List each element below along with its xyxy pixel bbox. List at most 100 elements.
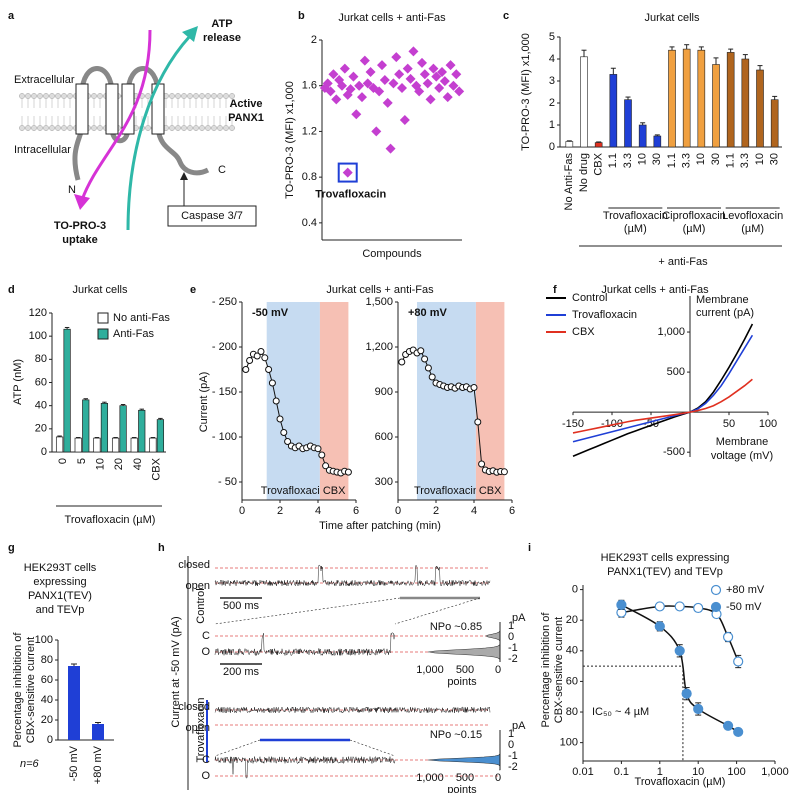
lipid-head xyxy=(193,93,199,99)
y-axis-label: Percentage inhibition of xyxy=(12,632,24,748)
y-tick-label: 1,000 xyxy=(657,326,685,338)
lipid-head xyxy=(187,125,193,131)
lipid-head xyxy=(199,93,205,99)
group-label: (µM) xyxy=(683,223,706,235)
chart-title: Jurkat cells + anti-Fas xyxy=(601,284,709,296)
count-tick: 500 xyxy=(456,772,474,784)
bar xyxy=(82,399,90,453)
membrane-diagram xyxy=(19,26,257,231)
group-label: Trovafloxacin xyxy=(603,210,668,222)
x-tick-label: 3.3 xyxy=(622,153,634,168)
lipid-head xyxy=(91,125,97,131)
y-tick-label: 0 xyxy=(549,141,555,153)
x-tick-label: 0.1 xyxy=(614,766,629,778)
scatter-point xyxy=(439,76,450,87)
lipid-head xyxy=(193,125,199,131)
x-tick-label: 0 xyxy=(57,458,69,464)
bar xyxy=(653,135,662,148)
transmembrane-helix xyxy=(75,83,89,135)
data-point xyxy=(674,645,685,656)
bar xyxy=(682,48,691,148)
level-label: C xyxy=(202,630,210,642)
legend-marker xyxy=(710,601,722,613)
y-tick-label: 100 xyxy=(35,634,53,646)
lipid-head xyxy=(187,93,193,99)
lipid-head xyxy=(31,93,37,99)
data-point xyxy=(284,438,292,445)
count-tick: 0 xyxy=(495,664,501,676)
lipid-head xyxy=(175,125,181,131)
y-tick-label: 100 xyxy=(29,330,47,342)
highlight-point xyxy=(342,167,353,178)
data-point xyxy=(253,352,261,360)
lipid-head xyxy=(19,125,25,131)
legend-swatch xyxy=(97,328,109,340)
data-point xyxy=(722,631,734,643)
bar xyxy=(697,49,706,148)
lipid-head xyxy=(25,93,31,99)
chart-title: Jurkat cells + anti-Fas xyxy=(338,12,446,24)
x-tick-label: 1.1 xyxy=(725,153,737,168)
data-point xyxy=(268,379,276,387)
data-point xyxy=(722,720,734,731)
x-tick-label: 6 xyxy=(353,505,359,517)
x-tick-label: 0 xyxy=(239,505,245,517)
x-tick-label: 3.3 xyxy=(681,153,693,168)
x-tick-label: 0 xyxy=(395,505,401,517)
panel-letter: a xyxy=(8,10,15,22)
caspase-box xyxy=(167,205,257,227)
condition-label: Trovafloxacin xyxy=(195,697,207,762)
scatter-point xyxy=(414,86,425,97)
scatter-point xyxy=(394,69,405,80)
diagram-label: TO-PRO-3 xyxy=(54,220,106,232)
y-tick-label: 3 xyxy=(549,75,555,87)
lipid-head xyxy=(169,93,175,99)
legend-label: Trovafloxacin xyxy=(572,309,637,321)
lipid-head xyxy=(37,93,43,99)
y-tick-label: 0 xyxy=(47,734,53,746)
count-label: points xyxy=(447,784,477,793)
x-tick-label: 30 xyxy=(651,153,663,165)
scatter-point xyxy=(328,69,339,80)
lipid-head xyxy=(205,93,211,99)
chart-title: and TEVp xyxy=(36,604,85,616)
y-tick-label: 40 xyxy=(566,645,578,657)
bar xyxy=(130,437,138,453)
y-tick-label: 60 xyxy=(41,674,53,686)
x-tick-label: 50 xyxy=(723,418,735,430)
x-tick-label: 10 xyxy=(695,153,707,165)
condition-label: Control xyxy=(195,588,207,623)
lipid-head xyxy=(19,93,25,99)
bar xyxy=(741,58,750,148)
bar xyxy=(156,419,165,453)
scatter-point xyxy=(345,84,356,95)
y-tick-label: -500 xyxy=(663,446,685,458)
x-tick-label: 2 xyxy=(433,505,439,517)
data-point xyxy=(681,688,692,699)
chart-title: Jurkat cells xyxy=(644,12,700,24)
x-tick-label: CBX xyxy=(151,457,163,480)
voltage-label: -50 mV xyxy=(252,307,289,319)
lipid-head xyxy=(229,93,235,99)
y-axis-label: current (pA) xyxy=(696,307,754,319)
lipid-head xyxy=(61,125,67,131)
voltage-label: +80 mV xyxy=(408,307,447,319)
diagram-label: Caspase 3/7 xyxy=(181,210,243,222)
y-tick-label: 2 xyxy=(549,97,555,109)
y-tick-label: 0 xyxy=(41,446,47,458)
unit-label: pA xyxy=(512,720,526,732)
y-axis-label: TO-PRO-3 (MFI) x1,000 xyxy=(284,81,296,199)
data-point xyxy=(693,602,704,614)
x-tick-label: 5 xyxy=(76,458,88,464)
y-axis-label: TO-PRO-3 (MFI) x1,000 xyxy=(520,33,532,151)
highlight-label: Trovafloxacin xyxy=(315,188,386,200)
scatter-point xyxy=(391,52,402,63)
diagram-label: ATP xyxy=(211,18,232,30)
diagram-label: N xyxy=(68,184,76,196)
data-point xyxy=(261,354,269,362)
x-tick-label: 20 xyxy=(113,458,125,470)
channel-trace xyxy=(214,632,395,657)
x-tick-label: -150 xyxy=(562,418,584,430)
